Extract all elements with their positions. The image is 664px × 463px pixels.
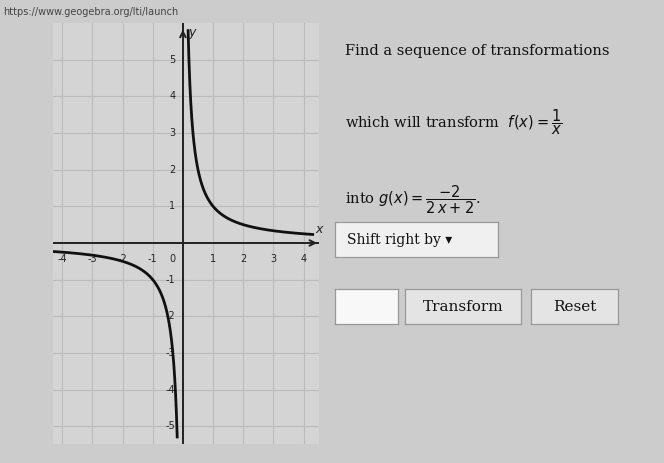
Text: -2: -2: [165, 311, 175, 321]
Text: which will transform  $f(x) = \dfrac{1}{x}$: which will transform $f(x) = \dfrac{1}{x…: [345, 107, 562, 137]
Text: -5: -5: [165, 421, 175, 431]
Text: -4: -4: [57, 254, 67, 264]
Text: 3: 3: [169, 128, 175, 138]
Text: Transform: Transform: [423, 300, 503, 314]
Text: 1: 1: [169, 201, 175, 211]
Text: 4: 4: [169, 91, 175, 101]
Text: https://www.geogebra.org/lti/launch: https://www.geogebra.org/lti/launch: [3, 7, 179, 17]
Text: into $g(x) = \dfrac{-2}{2\,x+2}$.: into $g(x) = \dfrac{-2}{2\,x+2}$.: [345, 183, 481, 216]
Text: y: y: [189, 26, 196, 39]
Text: x: x: [315, 223, 323, 236]
Text: 3: 3: [270, 254, 276, 264]
Text: -1: -1: [148, 254, 157, 264]
Text: 2: 2: [240, 254, 246, 264]
Text: Shift right by ▾: Shift right by ▾: [347, 232, 452, 247]
Text: -4: -4: [166, 385, 175, 394]
Text: 4: 4: [301, 254, 307, 264]
Text: 5: 5: [169, 55, 175, 65]
Text: -3: -3: [88, 254, 97, 264]
Text: -1: -1: [166, 275, 175, 285]
Text: 2: 2: [169, 165, 175, 175]
Text: 0: 0: [169, 254, 175, 264]
Text: Find a sequence of transformations: Find a sequence of transformations: [345, 44, 610, 58]
Text: Reset: Reset: [552, 300, 596, 314]
Text: -3: -3: [166, 348, 175, 358]
Text: 1: 1: [210, 254, 216, 264]
Text: -2: -2: [118, 254, 127, 264]
